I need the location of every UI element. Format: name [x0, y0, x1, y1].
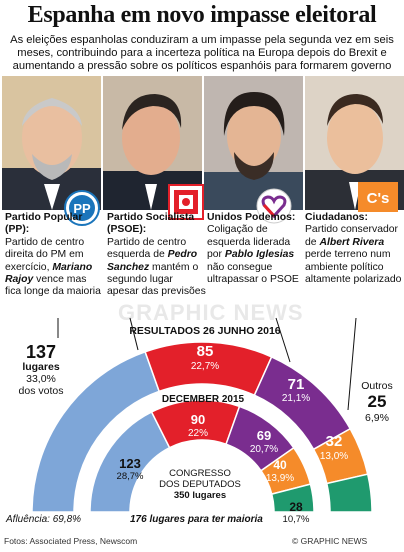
podemos-2016-seats: 71	[287, 376, 305, 393]
watermark: GRAPHIC NEWS	[118, 300, 304, 325]
ciudadanos-2015-pct: 13,9%	[265, 473, 295, 484]
others-2015-pct: 10,7%	[282, 514, 310, 525]
party-podemos: Unidos Podemos: Coligação de esquerda li…	[207, 212, 306, 286]
majority-label: 176 lugares para ter maioria	[130, 514, 263, 525]
party-ciudadanos-desc-a: Partido conservador de	[305, 224, 398, 248]
others-2016-pct: 6,9%	[365, 412, 389, 424]
party-podemos-leader: Pablo Iglesias	[224, 249, 295, 261]
pp-2015-label: 123 28,7%	[110, 456, 150, 482]
pp-logo-text: PP	[73, 201, 91, 216]
leader-line-ciudadanos	[347, 317, 357, 411]
photo-credit: Fotos: Associated Press, Newscom	[4, 536, 138, 546]
party-pp-name: Partido Popular (PP):	[5, 212, 83, 236]
outer-ring-2016	[31, 341, 373, 513]
ciudadanos-2016-pct: 13,0%	[319, 451, 349, 462]
psoe-2015-seats: 90	[190, 412, 206, 427]
pp-2015-pct: 28,7%	[116, 471, 144, 482]
party-pp: Partido Popular (PP): Partido de centro …	[5, 212, 104, 299]
psoe-2015-pct: 22%	[187, 428, 208, 439]
photo-rivera	[305, 76, 404, 210]
psoe-2016-seats: 85	[196, 343, 214, 360]
ciudadanos-2016-seats: 32	[325, 433, 343, 450]
podemos-2016-pct: 21,1%	[281, 393, 311, 404]
ciudadanos-2015-seats: 40	[273, 458, 287, 472]
results-2016-heading: RESULTADOS 26 JUNHO 2016	[129, 325, 281, 337]
others-2016-seats: 25	[367, 392, 387, 411]
chamber-label-1: CONGRESSO	[169, 468, 231, 479]
party-pp-leader: Mariano Rajoy	[5, 261, 93, 286]
results-2015-heading: DECEMBER 2015	[161, 394, 245, 405]
seg-2016-segment-outros	[325, 473, 373, 513]
party-ciudadanos-desc-b: perde terreno num ambiente político alta…	[305, 249, 402, 286]
copyright: © GRAPHIC NEWS	[292, 536, 368, 546]
party-ciudadanos-name: Ciudadanos:	[305, 212, 368, 223]
pp-logo-icon: PP	[64, 190, 100, 226]
pp-2015-seats: 123	[119, 456, 141, 471]
seg-2015-segment-outros	[270, 483, 315, 513]
leader-lines	[57, 317, 357, 411]
others-2015-label: 28 10,7%	[276, 500, 316, 525]
others-2016-word: Outros	[361, 380, 393, 392]
party-psoe: Partido Socialista (PSOE): Partido de ce…	[107, 212, 206, 299]
podemos-heart-icon	[256, 188, 292, 224]
party-pp-desc-a: Partido de centro direita do PM em exerc…	[5, 236, 85, 273]
party-psoe-desc-b: mantém o segundo lugar apesar das previs…	[107, 261, 206, 298]
psoe-logo-icon	[168, 184, 204, 220]
pp-2016-label: 137 lugares 33,0% dos votos	[10, 342, 72, 397]
ciudadanos-logo-icon: C's	[358, 182, 398, 218]
pp-2016-seats-word: lugares	[22, 361, 60, 373]
pp-2016-seats: 137	[25, 342, 57, 362]
podemos-2015-pct: 20,7%	[249, 444, 279, 455]
others-2015-seats: 28	[289, 500, 303, 514]
page-title: Espanha em novo impasse eleitoral	[27, 2, 377, 28]
party-psoe-leader: Pedro Sanchez	[107, 249, 198, 273]
party-podemos-name: Unidos Podemos:	[207, 212, 296, 223]
pp-2016-pct: 33,0%	[26, 373, 56, 385]
party-podemos-desc-a: Coligação de esquerda liderada por	[207, 224, 291, 261]
party-psoe-desc-a: Partido de centro esquerda de	[107, 236, 187, 261]
inner-ring-2015	[89, 399, 315, 513]
ciudadanos-logo-text: C's	[367, 190, 390, 207]
chamber-label-2: DOS DEPUTADOS	[159, 479, 241, 490]
party-psoe-name: Partido Socialista (PSOE):	[107, 212, 195, 236]
chamber-label-3: 350 lugares	[173, 490, 227, 501]
psoe-2016-pct: 22,7%	[190, 361, 220, 372]
party-ciudadanos-leader: Albert Rivera	[319, 236, 385, 248]
party-ciudadanos: Ciudadanos: Partido conservador de Alber…	[305, 212, 404, 286]
subtitle: As eleições espanholas conduziram a um i…	[10, 34, 394, 72]
leader-line-psoe	[129, 317, 139, 351]
chamber-label: CONGRESSO DOS DEPUTADOS 350 lugares	[150, 468, 250, 501]
turnout-label: Afluência: 69,8%	[6, 514, 82, 525]
podemos-2015-seats: 69	[256, 428, 272, 443]
others-2016-label: Outros 25 6,9%	[352, 380, 402, 424]
party-pp-desc-b: vence mas fica longe da maioria	[5, 274, 101, 298]
pp-2016-votes-word: dos votos	[18, 385, 64, 397]
party-podemos-desc-b: não consegue ultrapassar o PSOE	[207, 261, 299, 286]
leader-line-podemos	[275, 317, 291, 363]
